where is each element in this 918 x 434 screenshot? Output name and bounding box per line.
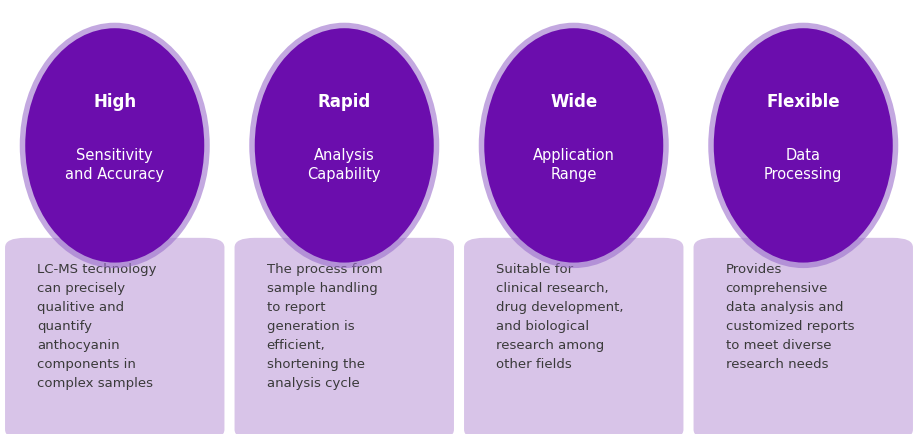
Ellipse shape	[714, 28, 893, 263]
Ellipse shape	[250, 23, 440, 268]
Text: Flexible: Flexible	[767, 93, 840, 111]
Text: Analysis
Capability: Analysis Capability	[308, 148, 381, 182]
Ellipse shape	[485, 28, 663, 263]
FancyBboxPatch shape	[465, 238, 683, 434]
Ellipse shape	[479, 23, 669, 268]
Text: Data
Processing: Data Processing	[764, 148, 843, 182]
FancyBboxPatch shape	[234, 238, 453, 434]
Text: The process from
sample handling
to report
generation is
efficient,
shortening t: The process from sample handling to repo…	[266, 263, 382, 390]
FancyBboxPatch shape	[694, 238, 912, 434]
Text: Provides
comprehensive
data analysis and
customized reports
to meet diverse
rese: Provides comprehensive data analysis and…	[726, 263, 854, 371]
Text: LC-MS technology
can precisely
qualitive and
quantify
anthocyanin
components in
: LC-MS technology can precisely qualitive…	[37, 263, 157, 390]
Text: Wide: Wide	[550, 93, 598, 111]
Text: Rapid: Rapid	[318, 93, 371, 111]
Ellipse shape	[19, 23, 210, 268]
Text: Suitable for
clinical research,
drug development,
and biological
research among
: Suitable for clinical research, drug dev…	[496, 263, 623, 371]
FancyBboxPatch shape	[5, 238, 225, 434]
Text: Sensitivity
and Accuracy: Sensitivity and Accuracy	[65, 148, 164, 182]
Ellipse shape	[709, 23, 899, 268]
Text: High: High	[94, 93, 136, 111]
Ellipse shape	[25, 28, 204, 263]
Ellipse shape	[255, 28, 434, 263]
Text: Application
Range: Application Range	[532, 148, 615, 182]
